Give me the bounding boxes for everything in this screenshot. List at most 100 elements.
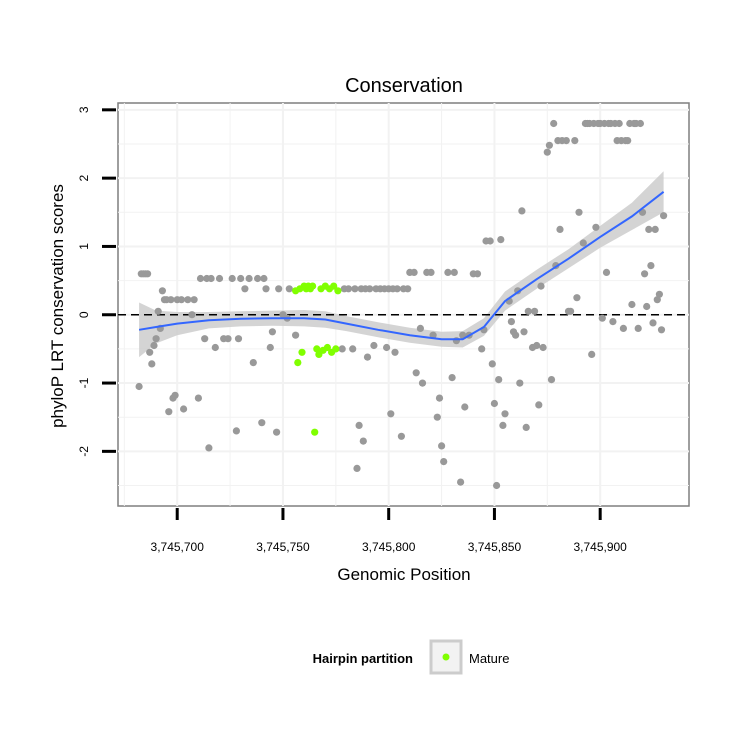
data-point: [234, 335, 243, 343]
data-point: [579, 239, 587, 247]
x-axis: 3,745,700 3,745,750 3,745,800 3,745,850 3,74…: [151, 508, 627, 554]
x-tick-label: 3,745,750: [256, 540, 310, 554]
data-point: [150, 341, 158, 350]
data-point: [452, 337, 460, 345]
data-point: [440, 458, 448, 466]
data-point: [495, 376, 503, 384]
data-point: [418, 379, 427, 387]
data-point: [196, 274, 205, 283]
data-point: [404, 285, 412, 293]
data-point: [571, 137, 579, 145]
confidence-ribbon: [139, 171, 664, 358]
data-point: [567, 307, 575, 315]
data-point: [497, 236, 505, 244]
legend-key-mature: [442, 653, 450, 661]
data-points: [135, 119, 668, 490]
data-point: [628, 300, 636, 309]
data-point: [647, 262, 655, 270]
mature-point: [332, 345, 340, 353]
data-point: [275, 285, 283, 293]
data-point: [148, 360, 156, 368]
data-point: [158, 287, 166, 295]
legend-title: Hairpin partition: [313, 651, 413, 666]
data-point: [493, 481, 501, 490]
data-point: [490, 399, 498, 408]
data-point: [383, 343, 391, 352]
data-point: [543, 148, 551, 156]
x-tick-label: 3,745,850: [468, 540, 522, 554]
data-point: [194, 394, 202, 402]
data-point: [539, 343, 547, 352]
data-point: [355, 421, 363, 429]
chart-title: Conservation: [345, 75, 463, 97]
data-point: [636, 119, 645, 128]
grid: [118, 103, 689, 506]
data-point: [444, 268, 452, 276]
y-axis: -2 -1 0 1 2 3: [77, 106, 116, 457]
mature-point: [313, 345, 321, 353]
data-point: [535, 401, 543, 409]
data-point: [184, 296, 192, 304]
data-point: [488, 360, 496, 368]
data-point: [167, 296, 175, 304]
data-point: [433, 413, 441, 421]
x-tick-label: 3,745,800: [362, 540, 416, 554]
mature-point: [294, 359, 302, 367]
data-point: [459, 331, 467, 339]
data-point: [416, 324, 424, 332]
data-point: [260, 274, 268, 283]
data-point: [435, 394, 444, 402]
data-point: [518, 207, 526, 215]
data-point: [655, 290, 664, 298]
data-point: [448, 374, 456, 382]
data-point: [545, 141, 554, 149]
data-point: [410, 268, 418, 276]
data-point: [412, 369, 420, 377]
data-point: [450, 268, 458, 276]
data-point: [366, 285, 374, 293]
y-tick-label: -2: [77, 446, 91, 457]
x-axis-title: Genomic Position: [337, 565, 470, 584]
data-point: [353, 464, 361, 472]
data-point: [473, 270, 482, 278]
data-point: [651, 225, 659, 233]
data-point: [338, 345, 346, 353]
data-point: [391, 348, 399, 356]
mature-point: [311, 428, 319, 436]
data-point: [262, 285, 270, 293]
data-point: [588, 350, 596, 358]
data-point: [232, 427, 240, 435]
data-point: [228, 274, 236, 283]
data-point: [653, 296, 661, 304]
mature-point: [334, 287, 342, 295]
data-point: [207, 274, 215, 283]
data-point: [573, 294, 581, 302]
y-tick-label: 0: [77, 311, 91, 318]
data-point: [349, 345, 357, 353]
data-point: [171, 391, 179, 399]
data-point: [499, 421, 507, 429]
data-point: [486, 237, 494, 245]
data-point: [657, 326, 666, 334]
data-point: [397, 432, 405, 440]
data-point: [135, 382, 143, 391]
x-tick-label: 3,745,700: [151, 540, 205, 554]
mature-point: [298, 348, 306, 356]
data-point: [224, 335, 232, 343]
data-point: [188, 311, 196, 319]
data-point: [427, 268, 435, 276]
data-point: [273, 428, 281, 436]
data-point: [501, 410, 509, 418]
data-point: [522, 423, 530, 431]
x-tick-label: 3,745,900: [573, 540, 627, 554]
data-point: [598, 314, 606, 322]
data-point: [575, 208, 583, 216]
data-point: [215, 274, 224, 283]
smooth-line-group: [138, 191, 665, 341]
data-point: [201, 335, 209, 343]
data-point: [461, 403, 469, 411]
data-point: [438, 442, 446, 450]
data-point: [537, 282, 545, 290]
data-point: [351, 285, 359, 293]
data-point: [524, 307, 532, 315]
